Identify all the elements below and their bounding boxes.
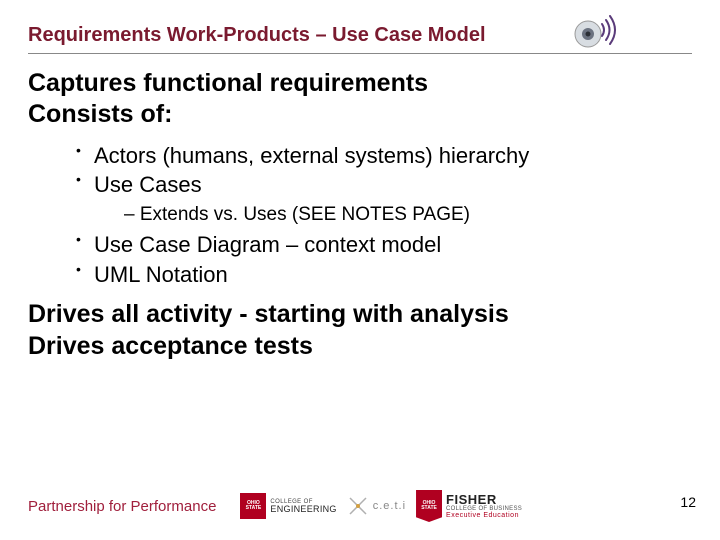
closing-text: Drives all activity - starting with anal… xyxy=(28,299,692,362)
lead-line-2: Consists of: xyxy=(28,99,692,130)
eng-main: ENGINEERING xyxy=(270,505,336,514)
audio-icon[interactable] xyxy=(568,8,620,57)
bullet-item: Use Case Diagram – context model xyxy=(76,230,692,260)
osu-badge-icon: OHIOSTATE xyxy=(240,493,266,519)
footer: Partnership for Performance OHIOSTATE CO… xyxy=(0,490,720,522)
bullet-item: Actors (humans, external systems) hierar… xyxy=(76,141,692,171)
bullet-list-top: Actors (humans, external systems) hierar… xyxy=(76,141,692,200)
fisher-logo: OHIOSTATE FISHER COLLEGE OF BUSINESS Exe… xyxy=(416,490,522,522)
fisher-exec: Executive Education xyxy=(446,512,522,519)
fisher-main: FISHER xyxy=(446,493,522,506)
bullet-list-bottom: Use Case Diagram – context model UML Not… xyxy=(76,230,692,289)
sub-bullet: – Extends vs. Uses (SEE NOTES PAGE) xyxy=(124,204,692,226)
slide: Requirements Work-Products – Use Case Mo… xyxy=(0,0,720,540)
bullet-item: Use Cases xyxy=(76,170,692,200)
osu-engineering-logo: OHIOSTATE COLLEGE OF ENGINEERING xyxy=(240,493,336,519)
lead-line-1: Captures functional requirements xyxy=(28,68,692,99)
page-number: 12 xyxy=(680,494,696,510)
ceti-logo: c.e.t.i xyxy=(347,495,406,517)
bullet-item: UML Notation xyxy=(76,260,692,290)
logo-strip: OHIOSTATE COLLEGE OF ENGINEERING c.e.t.i xyxy=(240,490,522,522)
fisher-badge-icon: OHIOSTATE xyxy=(416,490,442,522)
ceti-text: c.e.t.i xyxy=(373,500,406,512)
closing-line-2: Drives acceptance tests xyxy=(28,331,692,362)
closing-line-1: Drives all activity - starting with anal… xyxy=(28,299,692,330)
lead-text: Captures functional requirements Consist… xyxy=(28,68,692,131)
footer-tagline: Partnership for Performance xyxy=(28,498,216,515)
ceti-mark-icon xyxy=(347,495,369,517)
